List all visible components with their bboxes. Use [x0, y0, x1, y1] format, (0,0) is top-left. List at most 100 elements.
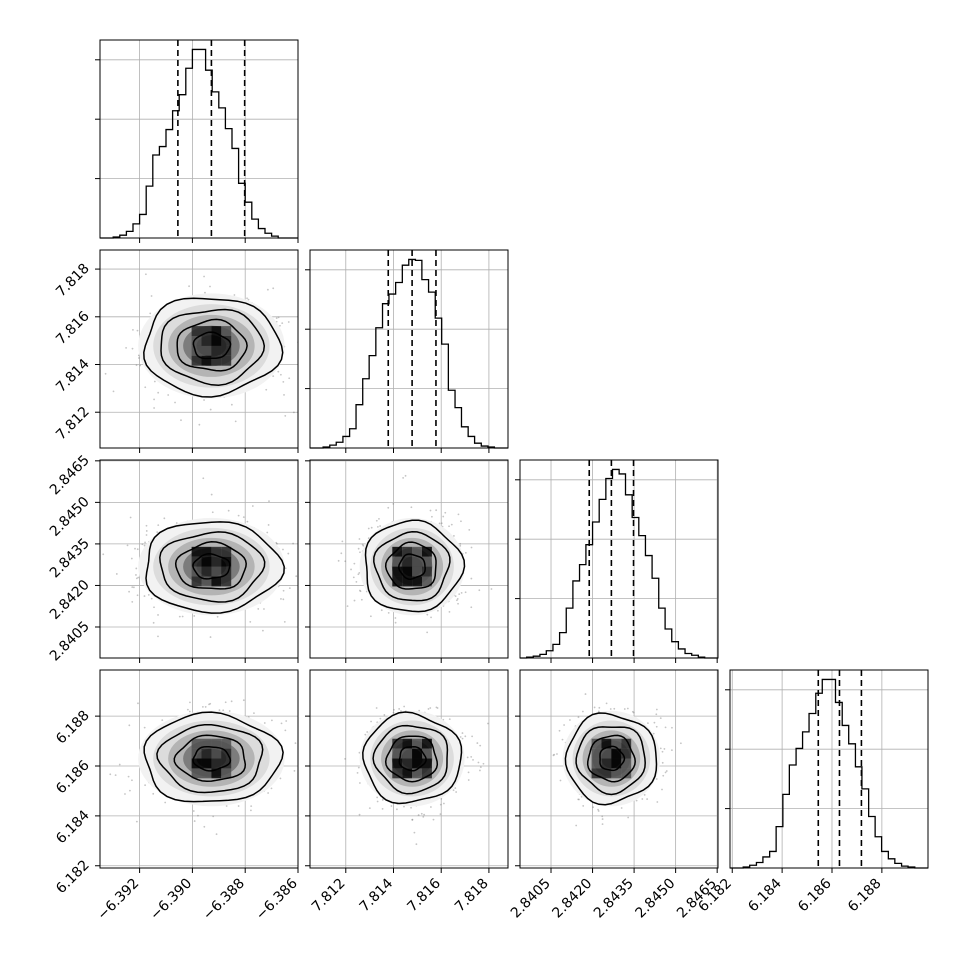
sample-point: [353, 599, 356, 602]
density-bin: [191, 355, 202, 366]
sample-point: [237, 514, 240, 517]
sample-point: [440, 522, 443, 525]
density-bin: [601, 738, 612, 749]
density-bin: [201, 326, 212, 336]
density-bin: [211, 345, 222, 356]
sample-point: [439, 813, 442, 816]
contour-line: [564, 712, 658, 806]
sample-point: [210, 493, 213, 496]
x-tick-label: −6.388: [200, 876, 248, 924]
sample-point: [253, 712, 255, 715]
density-bin: [211, 355, 222, 366]
sample-point: [563, 724, 565, 726]
sample-point: [643, 794, 646, 796]
sample-point: [279, 777, 282, 780]
sample-point: [656, 801, 659, 803]
sample-point: [454, 787, 457, 789]
sample-point: [153, 606, 155, 609]
density-bin: [201, 355, 212, 366]
density-bin: [211, 556, 222, 567]
sample-point: [209, 702, 212, 705]
sample-point: [364, 733, 367, 736]
sample-point: [282, 380, 285, 383]
sample-point: [490, 588, 493, 590]
density-bin: [201, 758, 212, 769]
density-bin: [201, 768, 212, 779]
density-bin: [621, 758, 632, 769]
sample-point: [387, 612, 390, 614]
sample-point: [145, 530, 148, 532]
sample-point: [129, 789, 131, 792]
density-bin: [211, 748, 222, 759]
sample-point: [655, 713, 658, 716]
sample-point: [305, 343, 307, 345]
sample-point: [376, 525, 379, 528]
sample-point: [152, 621, 155, 624]
density-bin: [221, 556, 232, 567]
density-bin: [412, 576, 423, 587]
sample-point: [204, 291, 206, 294]
sample-point: [558, 729, 561, 732]
density-bin: [191, 738, 202, 749]
sample-point: [211, 511, 214, 514]
sample-point: [470, 606, 473, 609]
sample-point: [292, 542, 294, 545]
sample-point: [251, 505, 254, 507]
sample-point: [376, 800, 379, 803]
sample-point: [381, 807, 384, 810]
contour-line: [575, 726, 646, 796]
contour-line: [160, 308, 266, 386]
contour-line: [174, 541, 247, 590]
sample-point: [293, 769, 296, 772]
contour-line: [364, 519, 466, 613]
sample-point: [268, 500, 270, 503]
sample-point: [233, 294, 236, 296]
density-bin: [402, 768, 413, 779]
density-bin: [412, 566, 423, 577]
sample-point: [279, 324, 281, 327]
sample-point: [292, 411, 295, 414]
sample-point: [208, 703, 210, 706]
sample-point: [479, 744, 482, 747]
sample-point: [357, 547, 360, 550]
sample-point: [601, 815, 604, 818]
density-layer: [337, 474, 493, 634]
sample-point: [581, 710, 584, 713]
density-bin: [422, 758, 432, 769]
sample-point: [438, 522, 441, 525]
contour-line: [372, 724, 449, 795]
panel-frame: [519, 669, 719, 869]
hist-panel-p2: [515, 459, 719, 663]
sample-point: [679, 742, 682, 745]
density-bin: [221, 738, 232, 749]
sample-point: [228, 710, 231, 712]
panel-frame: [519, 459, 719, 659]
sample-point: [593, 706, 596, 709]
sample-point: [370, 720, 372, 723]
density-bin: [402, 748, 413, 759]
density-bin: [211, 758, 222, 769]
sample-point: [464, 735, 467, 738]
density-bin: [221, 355, 232, 366]
sample-point: [341, 540, 344, 543]
sample-point: [459, 736, 462, 738]
density-bin: [392, 738, 403, 749]
density-bin: [422, 576, 432, 587]
sample-point: [455, 791, 458, 793]
density-bin: [191, 768, 202, 779]
sample-point: [157, 635, 159, 638]
sample-point: [225, 805, 228, 807]
sample-point: [144, 386, 147, 389]
density-bin: [611, 768, 622, 779]
sample-point: [301, 556, 303, 558]
density-layer: [344, 705, 489, 846]
sample-point: [358, 751, 361, 754]
sample-point: [174, 401, 176, 404]
density-bin: [191, 546, 202, 557]
sample-point: [411, 818, 414, 821]
sample-point: [431, 515, 433, 518]
sample-point: [308, 604, 310, 606]
density-bin: [402, 738, 413, 749]
x-tick-label: −6.386: [253, 875, 301, 923]
